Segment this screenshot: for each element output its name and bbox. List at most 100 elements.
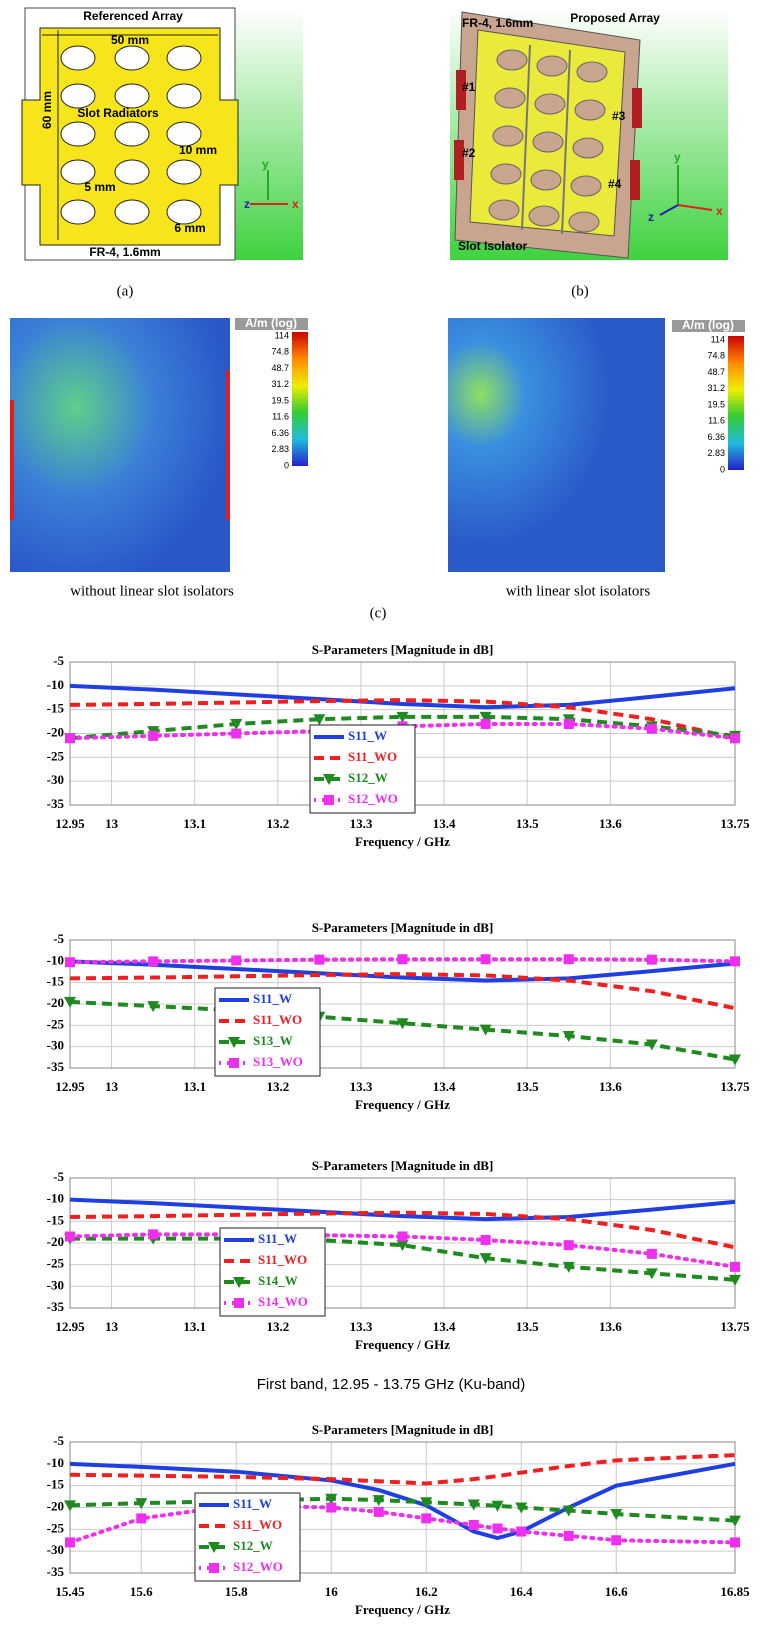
colorbar [292,332,308,466]
y-tick-label: -5 [53,1169,64,1184]
y-tick-label: -5 [53,653,64,668]
marker [563,718,574,729]
marker [563,954,574,965]
marker [730,1261,740,1272]
legend-label: S14_WO [258,1294,308,1309]
legend-label: S11_W [233,1496,272,1511]
x-axis-label: Frequency / GHz [355,1097,450,1112]
axis-label: z [244,197,250,211]
slots [60,45,202,225]
marker [135,1498,148,1510]
chart: S-Parameters [Magnitude in dB] -5 -10 -15 -2… [47,1158,750,1352]
colorbar-tick-label: 74.8 [271,347,289,357]
colorbar-header [235,318,308,330]
x-tick-label: 13.6 [599,1079,622,1094]
colorbar-tick-label: 31.2 [271,379,289,389]
port [456,70,466,110]
marker [396,1240,409,1252]
marker [645,1268,658,1280]
marker [326,1502,337,1513]
legend-label: S11_WO [348,749,397,764]
y-tick-label: -10 [47,952,64,967]
x-tick-label: 13.5 [516,1079,539,1094]
x-tick-label: 13.5 [516,816,539,831]
legend-label: S11_WO [258,1252,307,1267]
legend-label: S12_W [233,1538,273,1553]
substrate-label: FR-4, 1.6mm [462,16,533,30]
marker [64,996,76,1008]
marker [610,1509,623,1521]
x-tick-label: 16.4 [510,1584,533,1599]
legend-label: S12_WO [233,1559,283,1574]
marker [563,1530,574,1541]
port [454,140,464,180]
colorbar-tick-label: 0 [284,460,289,470]
marker [480,954,491,965]
colorbar [728,336,744,470]
y-tick-label: -30 [47,772,64,787]
x-tick-label: 13.1 [183,816,206,831]
charts: S-Parameters [Magnitude in dB] -5 -10 -15 -2… [47,642,750,1617]
x-tick-label: 13.5 [516,1319,539,1334]
colorbar-ticks: 114 74.8 48.7 31.2 19.5 11.6 6.36 2.83 0 114 74.8 4… [271,330,725,474]
legend-label: S14_W [258,1273,298,1288]
x-tick-label: 12.95 [55,816,85,831]
marker [230,718,243,730]
series-line [69,999,736,1062]
substrate-label: FR-4, 1.6mm [89,245,160,259]
legend-label: S11_WO [233,1517,282,1532]
marker [562,1031,575,1042]
field-map [448,318,665,572]
legend-label: S12_WO [348,791,398,806]
marker [147,1001,160,1013]
legend: S11_W S11_WO S12_W S12_WO [309,724,416,814]
marker [208,1542,220,1553]
marker [397,1231,408,1242]
y-tick-label: -5 [53,931,64,946]
marker [516,1526,527,1537]
marker [372,1495,385,1507]
marker [480,1234,491,1245]
marker [646,1248,657,1259]
y-tick-label: -30 [47,1038,64,1053]
slot-isolators [521,44,571,235]
marker [479,1253,492,1265]
y-tick-label: -35 [47,1059,65,1074]
x-tick-label: 15.6 [130,1584,153,1599]
y-tick-label: -10 [47,1191,64,1206]
x-axis-label: Frequency / GHz [355,834,450,849]
y-tick-label: -35 [47,1299,65,1314]
dimension-label: 60 mm [40,91,54,129]
marker [234,1298,244,1308]
marker [65,957,75,968]
y-tick-label: -20 [47,724,64,739]
marker [324,795,334,805]
y-tick-label: -5 [53,1433,64,1448]
marker [645,1039,658,1051]
y-tick-label: -25 [47,1256,65,1271]
marker [65,733,75,744]
marker [65,1537,75,1548]
marker [231,728,242,739]
series-line [69,959,736,983]
x-tick-label: 13.1 [183,1079,206,1094]
port-label: #2 [462,146,476,160]
chart: S-Parameters [Magnitude in dB] -5 -10 -15 -2… [47,642,750,849]
legend-label: S13_WO [253,1054,303,1069]
colorbar-tick-label: 114 [275,330,289,340]
marker [468,1519,479,1530]
y-tick-label: -25 [47,1520,65,1535]
marker [646,723,657,734]
caption: with linear slot isolators [506,583,651,599]
x-tick-label: 13.6 [599,816,622,831]
caption: (c) [370,605,387,621]
x-tick-label: 13.4 [433,1319,456,1334]
y-tick-label: -10 [47,677,64,692]
marker [729,1054,741,1066]
y-tick-label: -10 [47,1455,64,1470]
marker [479,711,492,723]
panel-a: Referenced Array 50 mm 60 mm Slot Radiat… [21,7,303,299]
x-tick-label: 13.4 [433,1079,456,1094]
series-line [69,683,736,710]
colorbar-tick-label: 2.83 [271,444,289,454]
